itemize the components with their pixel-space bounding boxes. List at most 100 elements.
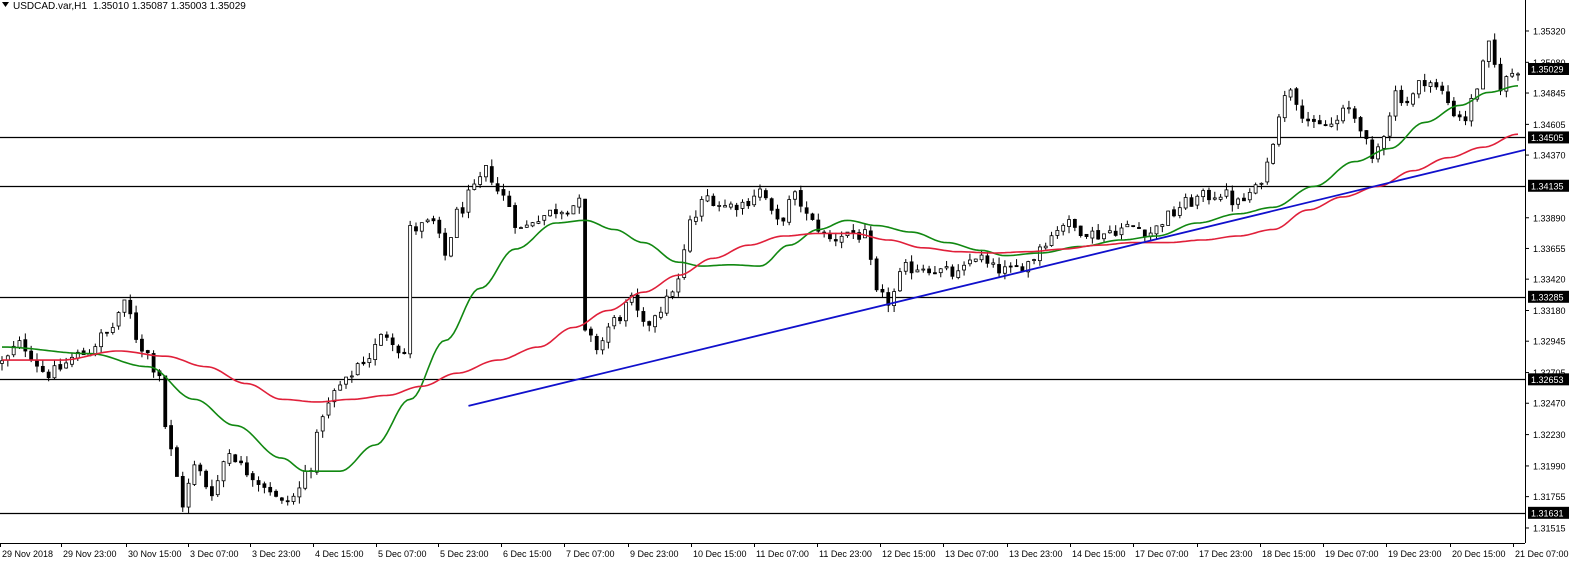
candle-body (1317, 120, 1322, 125)
candle-body (874, 258, 879, 291)
candle-body (1125, 223, 1130, 228)
candle-body (169, 425, 173, 450)
candle-body (1282, 95, 1287, 119)
candle-body (134, 312, 139, 340)
candle-body (431, 218, 436, 222)
candle-body (985, 255, 990, 264)
candle-body (1043, 245, 1048, 249)
time-axis-label: 5 Dec 23:00 (440, 549, 489, 559)
price-axis-label: 1.33890 (1533, 213, 1566, 223)
candle-body (583, 198, 587, 331)
candle-body (338, 384, 343, 391)
candle-body (1119, 227, 1124, 236)
candle-body (612, 317, 617, 327)
price-axis-label: 1.32230 (1533, 430, 1566, 440)
candle-body (163, 375, 168, 428)
time-axis-label: 3 Dec 07:00 (190, 549, 239, 559)
price-axis-label: 1.33420 (1533, 275, 1566, 285)
time-axis-label: 17 Dec 07:00 (1135, 549, 1189, 559)
candle-body (408, 225, 413, 355)
time-axis-label: 14 Dec 15:00 (1072, 549, 1126, 559)
candle-body (355, 363, 360, 376)
candle-body (268, 486, 273, 493)
price-axis-label: 1.32470 (1533, 399, 1566, 409)
candle-body (17, 340, 22, 348)
candle-body (962, 264, 966, 271)
candle-body (647, 321, 652, 326)
candle-body (186, 482, 191, 508)
candle-body (367, 358, 372, 363)
candle-body (1405, 100, 1410, 104)
level-price-tag (1528, 373, 1569, 386)
candle-body (606, 326, 611, 343)
candle-body (454, 208, 459, 238)
candle-body (320, 416, 325, 432)
candle-body (373, 344, 378, 361)
candle-body (833, 239, 838, 242)
time-axis-label: 11 Dec 23:00 (819, 549, 872, 559)
candle-body (1347, 107, 1351, 110)
candle-body (816, 219, 821, 232)
moving-average-slow-line (2, 133, 1519, 403)
candle-body (1230, 190, 1235, 206)
candle-body (1475, 88, 1480, 100)
candle-body (279, 497, 284, 501)
price-axis-label: 1.33655 (1533, 244, 1566, 254)
candle-body (128, 299, 133, 315)
candle-body (46, 371, 51, 379)
candle-body (256, 480, 261, 485)
candle-body (58, 364, 63, 370)
candle-body (1422, 80, 1427, 87)
candle-body (1055, 230, 1060, 236)
candle-body (1020, 266, 1025, 272)
candle-body (1387, 115, 1392, 137)
candle-body (618, 317, 622, 322)
time-axis-label: 6 Dec 15:00 (503, 549, 552, 559)
candle-body (577, 197, 582, 208)
candle-body (758, 188, 762, 198)
candle-body (1107, 230, 1112, 234)
candle-body (548, 209, 552, 217)
dropdown-arrow-icon[interactable] (2, 2, 9, 7)
trendline[interactable] (468, 148, 1526, 407)
candle-body (711, 195, 716, 207)
candle-body (1212, 197, 1217, 200)
candle-body (1154, 225, 1159, 235)
price-axis-label: 1.31515 (1533, 523, 1566, 533)
candle-body (1049, 235, 1054, 246)
time-axis-label: 10 Dec 15:00 (693, 549, 747, 559)
candle-body (23, 339, 28, 352)
candle-body (192, 464, 197, 485)
price-axis-label: 1.32705 (1533, 368, 1566, 378)
candle-body (478, 176, 483, 185)
candle-body (653, 315, 657, 328)
candle-body (623, 301, 628, 322)
candle-body (1177, 207, 1182, 216)
candle-body (396, 345, 401, 354)
candle-body (314, 431, 319, 473)
candle-body (1008, 265, 1013, 268)
candle-body (1457, 114, 1462, 118)
candle-body (1061, 225, 1066, 232)
candle-body (52, 365, 57, 379)
candle-body (1207, 189, 1211, 201)
candle-body (705, 195, 710, 202)
candle-body (0, 360, 4, 364)
candle-body (1446, 91, 1450, 104)
candle-body (1381, 136, 1386, 149)
candle-body (781, 217, 786, 222)
moving-average-fast-line (2, 85, 1519, 472)
candle-body (968, 259, 972, 265)
candle-body (1195, 195, 1200, 206)
candle-body (332, 390, 337, 403)
candle-body (1277, 116, 1281, 145)
candle-body (233, 454, 238, 463)
candle-body (1504, 76, 1509, 92)
candle-body (1102, 233, 1106, 240)
candle-body (495, 183, 500, 192)
candle-body (145, 350, 150, 354)
candle-body (1067, 219, 1071, 227)
candle-body (559, 211, 564, 215)
